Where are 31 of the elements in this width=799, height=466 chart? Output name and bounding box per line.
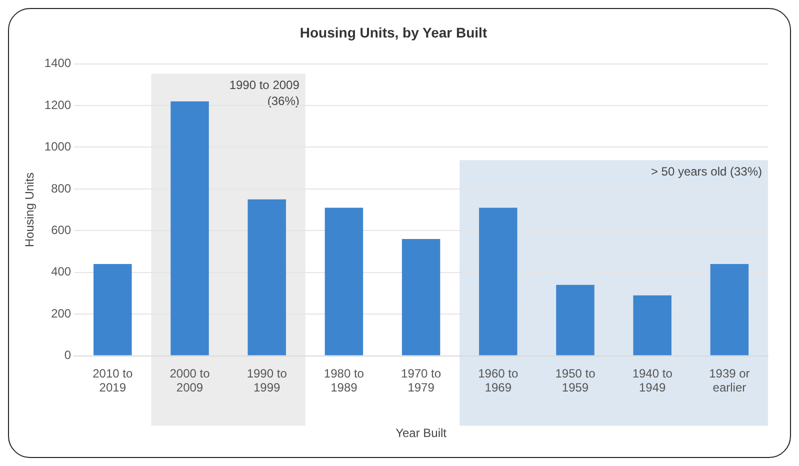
x-tick-label: 1940 to 1949 bbox=[632, 366, 673, 395]
y-tick-label: 400 bbox=[51, 264, 72, 279]
x-tick-label: 1939 or earlier bbox=[709, 366, 750, 395]
y-tick-label: 1400 bbox=[44, 56, 72, 70]
y-tick-label: 800 bbox=[51, 181, 72, 196]
band-label: 1990 to 2009 (36%) bbox=[229, 78, 300, 108]
x-tick-label: 1980 to 1989 bbox=[324, 366, 364, 395]
x-tick-label: 1950 to 1959 bbox=[555, 366, 596, 395]
bar bbox=[710, 264, 749, 356]
bar bbox=[402, 239, 440, 356]
y-tick-label: 600 bbox=[51, 222, 72, 237]
y-axis-title: Housing Units bbox=[22, 172, 37, 248]
y-tick-label: 0 bbox=[64, 348, 72, 362]
y-tick-label: 200 bbox=[51, 306, 72, 320]
bar bbox=[170, 101, 209, 356]
bar bbox=[633, 295, 672, 356]
bar bbox=[248, 199, 286, 356]
x-tick-label: 1960 to 1969 bbox=[478, 366, 518, 395]
y-tick-label: 1200 bbox=[44, 98, 72, 112]
x-tick-label: 1990 to 1999 bbox=[246, 366, 288, 395]
x-axis-title: Year Built bbox=[396, 426, 448, 440]
band-label: > 50 years old (33%) bbox=[650, 164, 762, 178]
y-tick-label: 1000 bbox=[44, 140, 72, 154]
bar bbox=[94, 264, 132, 356]
chart-title: Housing Units, by Year Built bbox=[300, 24, 488, 40]
x-tick-label: 2010 to 2019 bbox=[92, 366, 133, 395]
bar bbox=[556, 284, 594, 356]
bar bbox=[324, 208, 364, 356]
x-tick-label: 2000 to 2009 bbox=[170, 366, 210, 395]
bar bbox=[479, 208, 518, 356]
x-tick-label: 1970 to 1979 bbox=[401, 366, 442, 395]
